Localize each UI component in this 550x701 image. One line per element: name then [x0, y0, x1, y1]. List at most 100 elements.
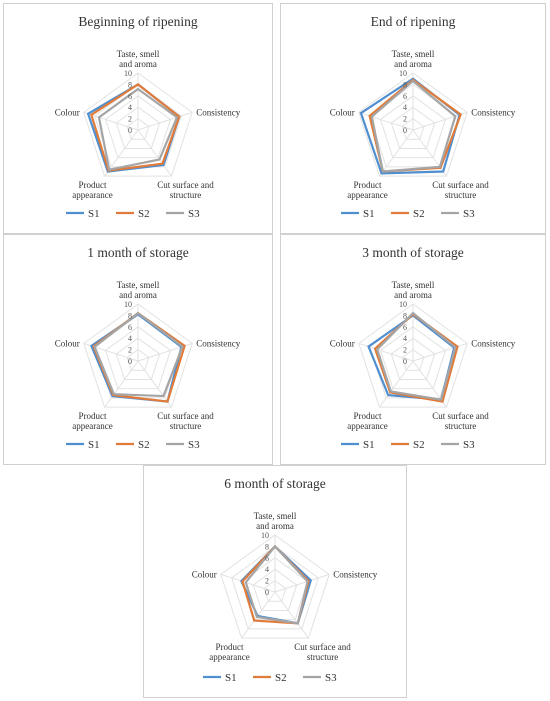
- grid-ring: [220, 534, 330, 639]
- axis-label-taste-smell-and-aroma: Taste, smell and aroma: [392, 49, 435, 69]
- tick-label: 10: [399, 300, 407, 309]
- legend-label-s2: S2: [413, 208, 425, 220]
- legend: S1 S2 S3: [341, 208, 475, 220]
- axis-label-product-appearance: Product appearance: [347, 180, 387, 200]
- grid-ring: [104, 326, 172, 390]
- series-s3-line: [370, 79, 457, 173]
- axis-label-consistency: Consistency: [196, 338, 240, 348]
- axis-spoke: [137, 360, 172, 408]
- chart-panel-3-month-of-storage: 3 month of storage 0 2 4 6 8 10 Taste, smell and…: [280, 234, 546, 465]
- grid-ring: [252, 568, 298, 611]
- tick-label: 8: [128, 80, 132, 89]
- legend: S1 S2 S3: [66, 439, 200, 451]
- grid-ring: [231, 545, 319, 630]
- grid-ring: [358, 303, 468, 408]
- tick-label: 10: [399, 69, 407, 78]
- tick-label: 0: [265, 588, 269, 597]
- axis-label-product-appearance: Product appearance: [347, 411, 387, 431]
- legend-label-s3: S3: [325, 672, 337, 684]
- legend-label-s3: S3: [188, 208, 200, 220]
- grid-ring: [379, 326, 447, 390]
- tick-label: 2: [128, 346, 132, 355]
- tick-label: 0: [128, 126, 132, 135]
- tick-label: 6: [128, 92, 132, 101]
- grid-ring: [390, 106, 436, 149]
- chart-title: Beginning of ripening: [78, 14, 197, 29]
- axis-label-colour: Colour: [55, 107, 80, 117]
- axis-spoke: [379, 360, 414, 408]
- legend-label-s3: S3: [463, 208, 475, 220]
- tick-label: 8: [265, 542, 269, 551]
- grid-ring: [390, 337, 436, 380]
- axis-label-consistency: Consistency: [196, 107, 240, 117]
- axis-label-product-appearance: Product appearance: [72, 180, 112, 200]
- axis-spoke: [83, 111, 139, 131]
- legend-label-s2: S2: [413, 439, 425, 451]
- tick-label: 4: [403, 334, 407, 343]
- series-s3-line: [375, 311, 457, 401]
- tick-label: 10: [124, 300, 132, 309]
- grid-ring: [379, 95, 447, 159]
- chart-title: 6 month of storage: [224, 476, 326, 491]
- axis-label-cut-surface-and-structure: Cut surface and structure: [294, 642, 351, 662]
- tick-label: 6: [403, 92, 407, 101]
- axis-label-cut-surface-and-structure: Cut surface and structure: [432, 180, 489, 200]
- grid-ring: [115, 106, 161, 149]
- grid-ring: [263, 579, 287, 602]
- tick-label: 2: [403, 115, 407, 124]
- grid-ring: [126, 348, 150, 371]
- axis-label-consistency: Consistency: [471, 107, 515, 117]
- tick-label: 8: [403, 80, 407, 89]
- axis-spoke: [274, 591, 309, 639]
- axis-label-product-appearance: Product appearance: [209, 642, 249, 662]
- radar-grid: [358, 72, 468, 177]
- tick-label: 4: [128, 103, 132, 112]
- axis-spoke: [137, 111, 193, 131]
- axis-label-colour: Colour: [330, 338, 355, 348]
- axis-spoke: [137, 129, 172, 177]
- axis-label-consistency: Consistency: [471, 338, 515, 348]
- tick-label: 0: [128, 357, 132, 366]
- legend-label-s3: S3: [188, 439, 200, 451]
- tick-label: 8: [403, 311, 407, 320]
- axis-label-consistency: Consistency: [333, 569, 377, 579]
- axis-label-taste-smell-and-aroma: Taste, smell and aroma: [254, 511, 297, 531]
- grid-ring: [401, 117, 425, 140]
- tick-label: 10: [124, 69, 132, 78]
- axis-label-taste-smell-and-aroma: Taste, smell and aroma: [117, 280, 160, 300]
- legend-label-s2: S2: [275, 672, 287, 684]
- axis-label-cut-surface-and-structure: Cut surface and structure: [432, 411, 489, 431]
- tick-label: 0: [403, 357, 407, 366]
- chart-title: End of ripening: [371, 14, 456, 29]
- legend: S1 S2 S3: [203, 672, 337, 684]
- tick-label: 2: [403, 346, 407, 355]
- radar-grid: [358, 303, 468, 408]
- axis-label-colour: Colour: [55, 338, 80, 348]
- grid-ring: [126, 117, 150, 140]
- axis-spoke: [220, 573, 276, 593]
- chart-title: 3 month of storage: [362, 245, 464, 260]
- legend-label-s1: S1: [363, 439, 375, 451]
- axis-spoke: [412, 111, 468, 131]
- chart-panel-end-of-ripening: End of ripening 0 2 4 6 8 10 Taste, smell and ar…: [280, 3, 546, 234]
- chart-panel-beginning-of-ripening: Beginning of ripening 0 2 4 6 8 10 Taste, smell…: [3, 3, 273, 234]
- tick-label: 2: [128, 115, 132, 124]
- tick-label: 4: [403, 103, 407, 112]
- axis-label-taste-smell-and-aroma: Taste, smell and aroma: [392, 280, 435, 300]
- series-s3-line: [97, 87, 179, 171]
- grid-ring: [83, 303, 193, 408]
- grid-ring: [115, 337, 161, 380]
- tick-label: 0: [403, 126, 407, 135]
- series-s2-line: [373, 312, 459, 403]
- tick-label: 6: [128, 323, 132, 332]
- legend-label-s1: S1: [363, 208, 375, 220]
- legend: S1 S2 S3: [66, 208, 200, 220]
- tick-label: 4: [128, 334, 132, 343]
- tick-label: 8: [128, 311, 132, 320]
- legend-label-s2: S2: [138, 208, 150, 220]
- tick-label: 6: [265, 554, 269, 563]
